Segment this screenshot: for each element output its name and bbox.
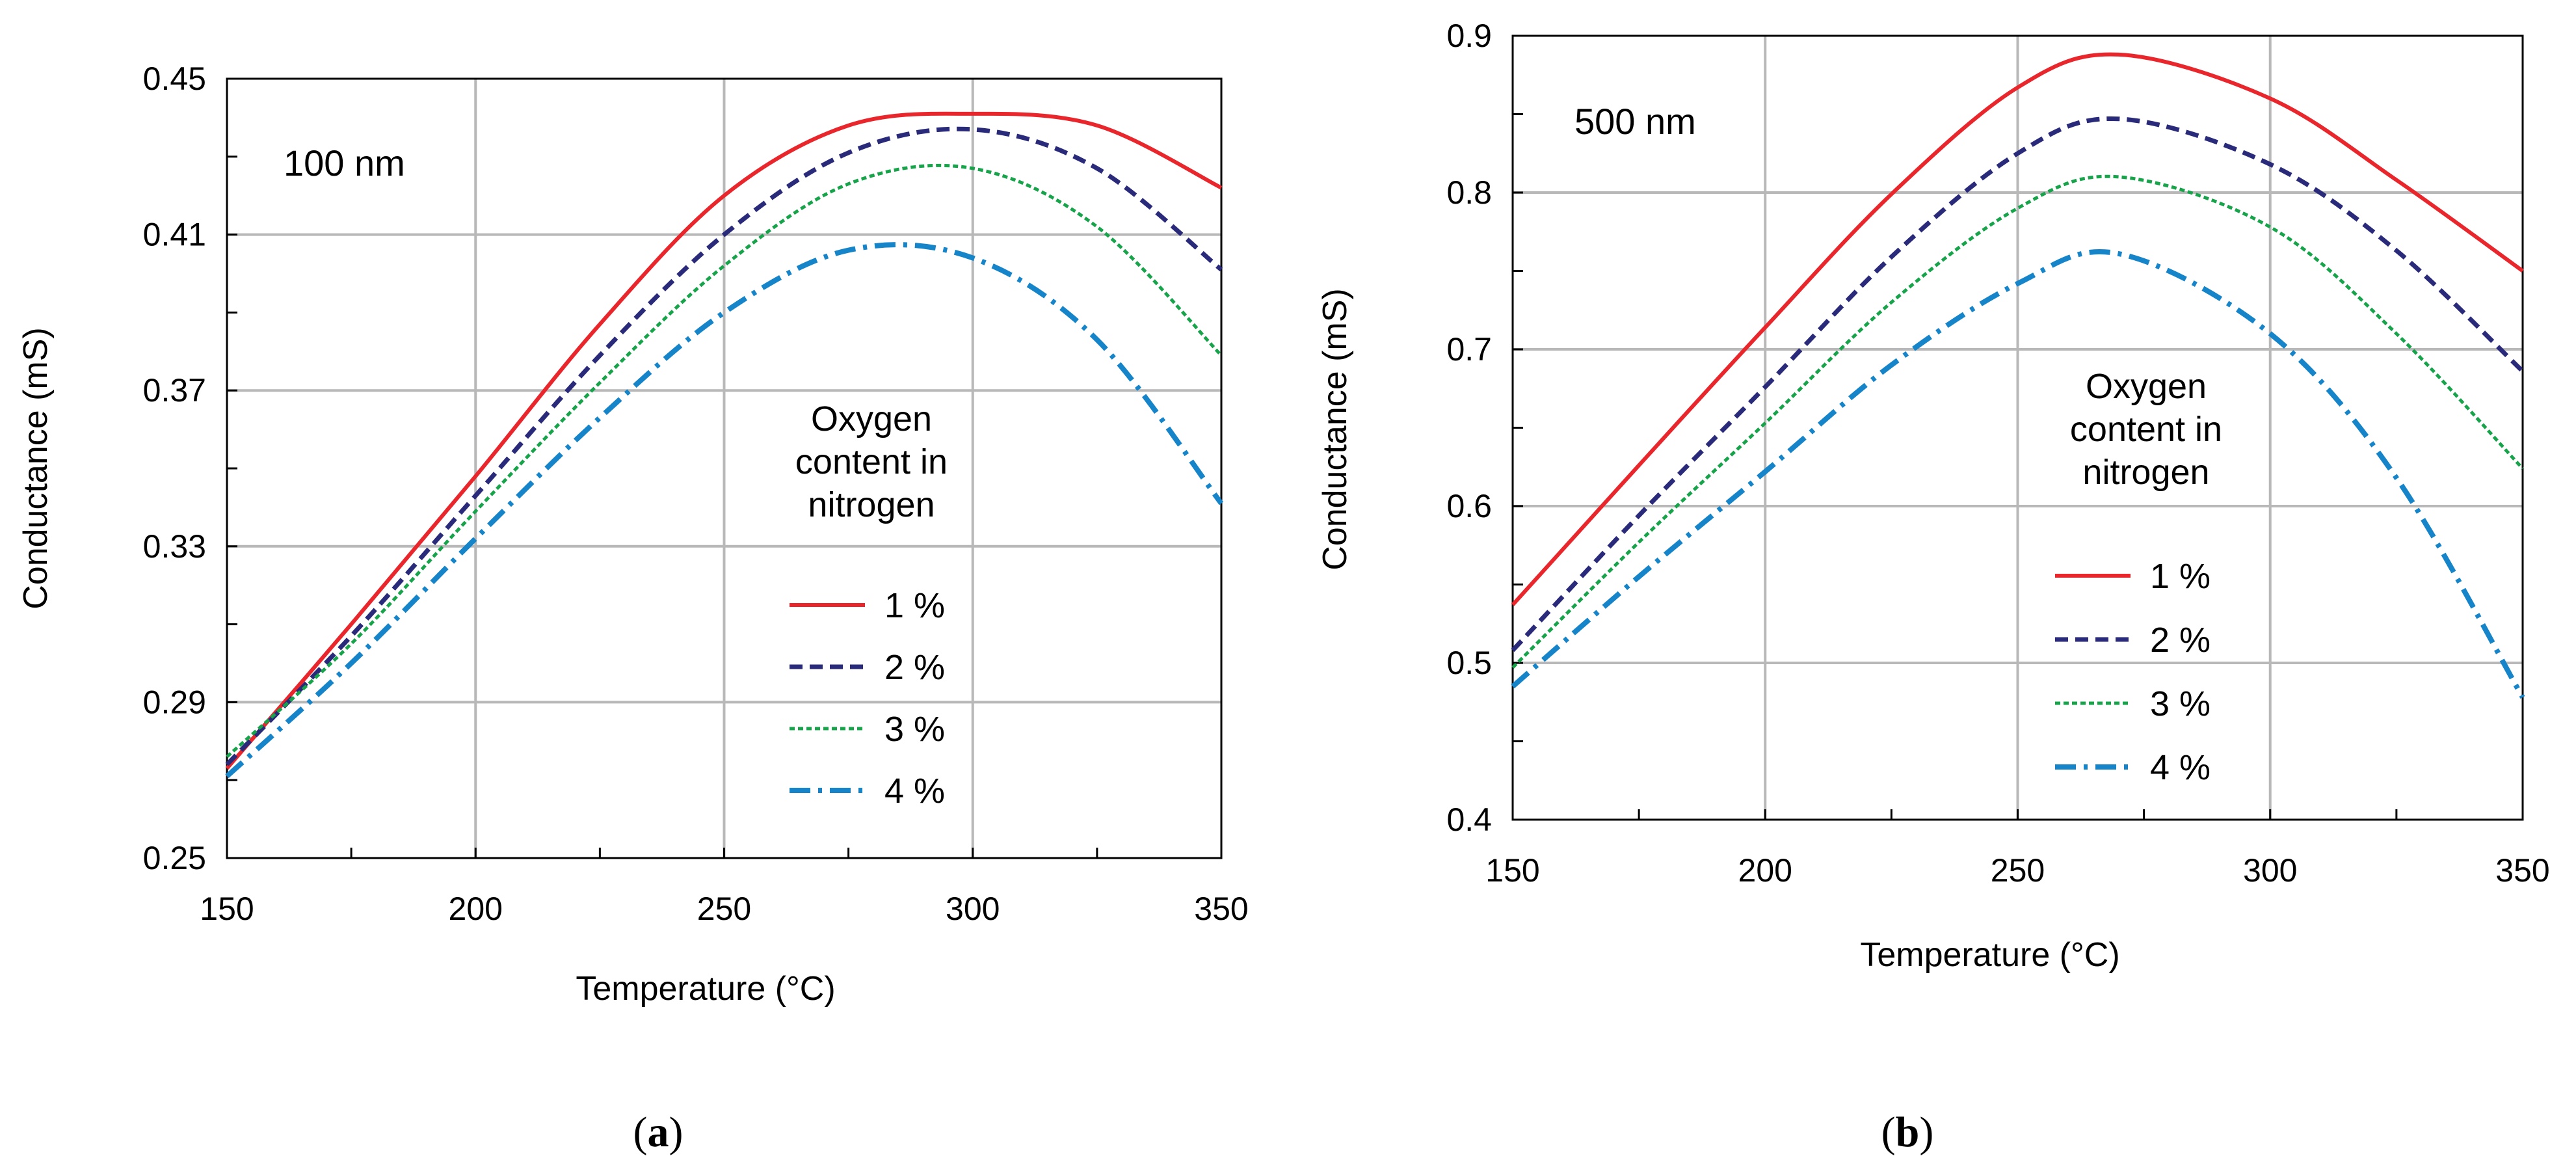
y-tick-label: 0.37 [143,372,206,409]
x-axis-label-a: Temperature (°C) [576,970,835,1008]
legend-label: 3 % [884,710,945,749]
series-line-4 [1511,249,2525,699]
legend-label: 2 % [884,648,945,687]
legend-label: 4 % [884,772,945,811]
y-tick-label: 0.6 [1446,488,1492,524]
y-tick-labels-a: 0.25 0.29 0.33 0.37 0.41 0.45 [143,60,206,876]
y-tick-label: 0.33 [143,528,206,565]
x-tick-label: 250 [697,891,751,927]
x-axis-label-b: Temperature (°C) [1860,936,2119,974]
y-tick-label: 0.4 [1446,801,1492,838]
y-tick-label: 0.5 [1446,645,1492,681]
tick-marks-a [226,77,1223,859]
legend-title-line: Oxygen [811,399,932,438]
series-line-4 [225,242,1224,779]
x-tick-label: 350 [2495,852,2549,889]
series-line-1 [225,111,1223,770]
legend-label: 1 % [2150,557,2211,596]
legend-b: Oxygen content in nitrogen 1 % 2 % 3 % 4 % [2055,367,2222,787]
x-tick-label: 200 [449,891,503,927]
series-line-3 [226,163,1223,759]
y-tick-label: 0.8 [1446,174,1492,211]
x-tick-labels-b: 150 200 250 300 350 [1485,852,2549,889]
legend-title-line: content in [2070,410,2222,449]
series-line-1 [1511,52,2524,606]
legend-label: 1 % [884,586,945,625]
x-tick-label: 150 [200,891,254,927]
y-tick-label: 0.29 [143,684,206,720]
chart-panel-a: 150 200 250 300 350 0.25 0.29 0.33 0.37 … [17,60,1249,1008]
annotation-b: 500 nm [1574,101,1696,142]
annotation-a: 100 nm [284,142,405,183]
y-tick-labels-b: 0.4 0.5 0.6 0.7 0.8 0.9 [1446,18,1492,838]
panel-label-a: (a) [633,1109,684,1156]
x-tick-labels-a: 150 200 250 300 350 [200,891,1248,927]
y-tick-label: 0.45 [143,60,206,97]
y-tick-label: 0.9 [1446,18,1492,54]
legend-title-line: nitrogen [2082,453,2209,492]
legend-a: Oxygen content in nitrogen 1 % 2 % 3 % 4 % [790,399,948,811]
x-tick-label: 150 [1485,852,1539,889]
series-line-2 [1511,116,2525,652]
legend-label: 4 % [2150,748,2211,787]
panel-label-b: (b) [1881,1109,1934,1156]
series-group-a [225,111,1224,779]
legend-label: 2 % [2150,621,2211,660]
y-tick-label: 0.25 [143,840,206,876]
x-tick-label: 300 [2243,852,2297,889]
chart-panel-b: 150 200 250 300 350 0.4 0.5 0.6 0.7 0.8 … [1316,18,2550,974]
y-tick-label: 0.41 [143,217,206,253]
legend-title-line: Oxygen [2086,367,2207,406]
plot-area-a [226,77,1223,859]
y-axis-label-a: Conductance (mS) [17,327,55,610]
y-axis-label-b: Conductance (mS) [1316,288,1354,571]
legend-title-line: content in [795,442,948,481]
y-tick-label: 0.7 [1446,331,1492,368]
x-tick-label: 300 [946,891,1000,927]
series-group-b [1511,52,2525,699]
x-tick-label: 350 [1194,891,1248,927]
plot-area-b [1511,34,2524,821]
series-line-3 [1511,174,2524,669]
legend-label: 3 % [2150,684,2211,723]
x-tick-label: 250 [1991,852,2045,889]
x-tick-label: 200 [1738,852,1792,889]
legend-title-line: nitrogen [808,485,935,524]
series-line-2 [225,126,1223,766]
